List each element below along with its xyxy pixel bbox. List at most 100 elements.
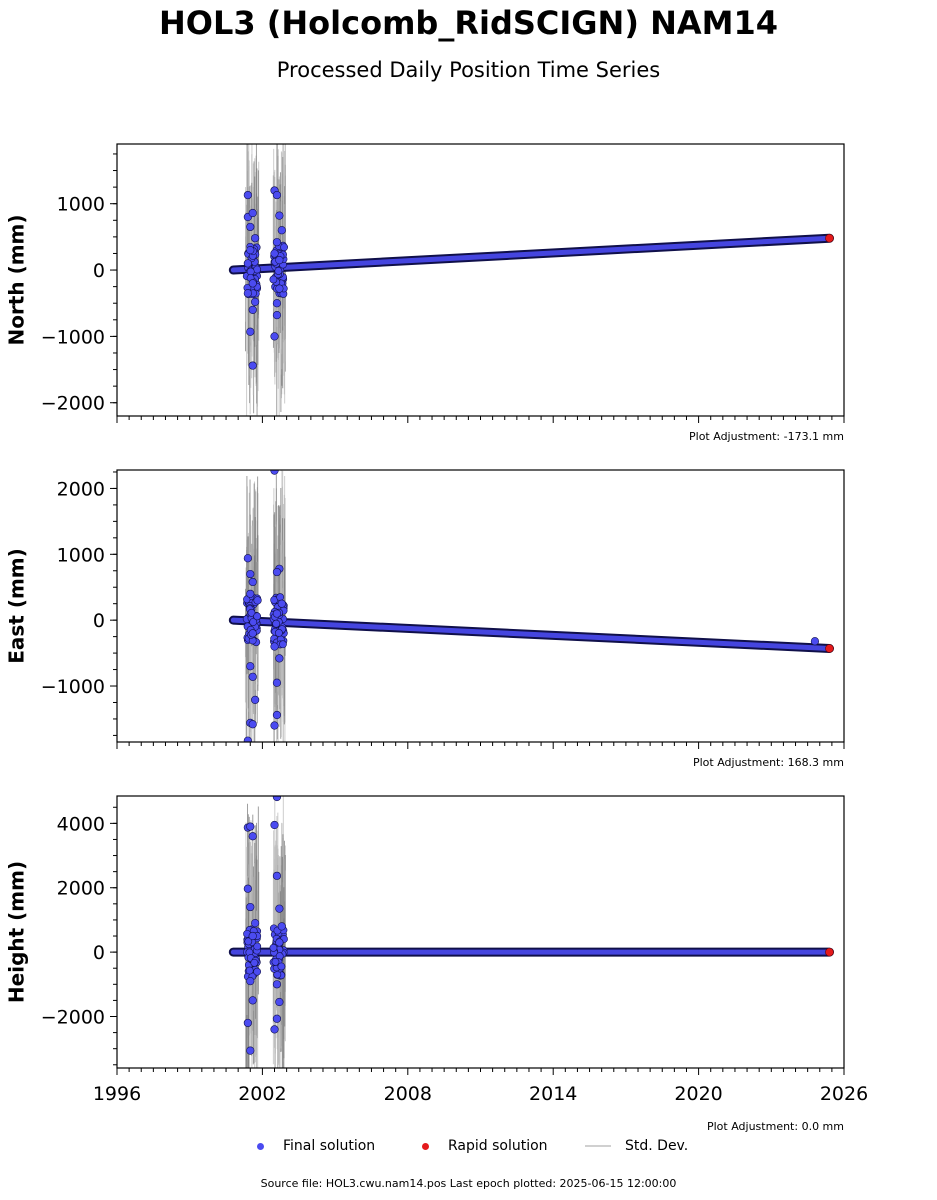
final-solution-point xyxy=(275,997,284,1007)
final-solution-point xyxy=(277,962,286,971)
rapid-solution-point xyxy=(825,233,834,243)
final-solution-point xyxy=(243,1018,252,1028)
legend-item-rapid: Rapid solution xyxy=(422,1138,548,1154)
final-solution-point xyxy=(277,599,286,608)
final-solution-point xyxy=(248,577,257,587)
x-tick-label: 1996 xyxy=(93,1083,141,1105)
final-solution-point xyxy=(248,279,257,288)
final-solution-point xyxy=(274,267,283,275)
final-solution-point xyxy=(243,884,252,893)
final-solution-point xyxy=(244,937,253,946)
final-solution-point xyxy=(275,211,284,220)
final-solution-point xyxy=(243,259,252,268)
final-solution-point xyxy=(270,642,279,651)
legend-rapid-label: Rapid solution xyxy=(448,1138,548,1154)
final-solution-point xyxy=(253,265,262,274)
final-solution-point xyxy=(269,943,278,952)
panel-2-plot-area xyxy=(228,796,834,1068)
final-solution-point xyxy=(279,640,287,649)
x-tick-label: 2014 xyxy=(529,1083,577,1105)
panel-2-frame xyxy=(116,795,845,1069)
final-solution-point xyxy=(275,629,283,637)
final-solution-point xyxy=(246,1046,255,1055)
final-solution-point xyxy=(270,820,279,830)
final-solution-point xyxy=(272,980,282,989)
legend-final-marker xyxy=(257,1142,264,1150)
final-solution-point xyxy=(250,958,259,967)
final-solution-point xyxy=(251,919,260,928)
final-solution-point xyxy=(248,361,257,370)
final-solution-point xyxy=(248,931,257,941)
final-solution-point xyxy=(272,238,282,247)
final-solution-point xyxy=(243,190,252,200)
final-solution-point xyxy=(272,1014,282,1023)
final-solution-point xyxy=(271,957,280,966)
final-solution-point xyxy=(275,284,284,293)
final-solution-point xyxy=(275,904,284,913)
final-solution-point xyxy=(251,234,260,243)
final-solution-point xyxy=(272,619,281,628)
plot-adjustment-note: Plot Adjustment: 168.3 mm xyxy=(693,756,844,769)
x-tick-label: 2026 xyxy=(820,1083,868,1105)
final-solution-point xyxy=(248,720,257,729)
plot-adjustment-note: Plot Adjustment: 0.0 mm xyxy=(707,1120,844,1133)
final-solution-point xyxy=(270,470,279,475)
final-solution-point xyxy=(275,255,284,265)
legend-stddev-label: Std. Dev. xyxy=(625,1138,689,1154)
final-solution-point xyxy=(243,289,252,298)
final-solution-point xyxy=(251,297,260,306)
y-tick-label: 2000 xyxy=(57,478,105,500)
final-solution-point xyxy=(810,637,820,646)
y-tick-label: −1000 xyxy=(41,676,105,698)
final-solution-point xyxy=(270,721,279,730)
final-solution-point xyxy=(246,589,255,598)
y-tick-label: 0 xyxy=(93,942,105,964)
final-solution-point xyxy=(249,618,258,626)
final-solution-point xyxy=(272,190,282,200)
final-solution-point xyxy=(272,567,282,577)
y-tick-label: 0 xyxy=(93,260,105,282)
y-tick-label: 4000 xyxy=(57,813,105,835)
final-solution-point xyxy=(272,871,282,880)
final-solution-point xyxy=(253,596,262,605)
y-tick-label: −1000 xyxy=(41,326,105,348)
y-tick-label: 1000 xyxy=(57,194,105,216)
final-solution-point xyxy=(251,695,260,704)
final-solution-point xyxy=(275,938,284,947)
x-tick-label: 2002 xyxy=(238,1083,286,1105)
final-solution-point xyxy=(253,612,262,621)
legend-final-label: Final solution xyxy=(283,1138,376,1154)
final-solution-point xyxy=(270,1025,279,1034)
panel-1-frame xyxy=(116,469,845,743)
final-solution-point xyxy=(246,976,255,986)
final-solution-point xyxy=(253,942,262,951)
final-solution-point xyxy=(246,662,255,671)
final-solution-point xyxy=(253,967,262,976)
panel-1-plot-area xyxy=(228,470,834,742)
legend: Final solution Rapid solution Std. Dev. xyxy=(0,1138,937,1158)
final-solution-point xyxy=(272,299,282,308)
final-solution-point xyxy=(248,672,257,681)
final-solution-point xyxy=(248,208,257,218)
final-solution-point xyxy=(272,609,282,618)
x-tick-label: 2008 xyxy=(384,1083,432,1105)
y-axis-label: Height (mm) xyxy=(5,861,29,1003)
source-footer: Source file: HOL3.cwu.nam14.pos Last epo… xyxy=(260,1177,677,1190)
final-solution-point xyxy=(248,996,257,1005)
rapid-solution-point xyxy=(825,947,834,957)
y-axis-label: East (mm) xyxy=(5,548,29,664)
final-solution-point xyxy=(280,243,288,252)
final-solution-point xyxy=(275,654,284,663)
final-solution-point xyxy=(272,311,282,320)
rapid-solution-point xyxy=(825,644,834,653)
final-solution-point xyxy=(248,832,257,841)
panel-0-plot-area xyxy=(228,144,834,416)
y-tick-label: 0 xyxy=(93,610,105,632)
final-solution-point xyxy=(246,569,255,579)
y-tick-label: 2000 xyxy=(57,878,105,900)
final-solution-point xyxy=(270,249,279,258)
legend-item-stddev: Std. Dev. xyxy=(585,1138,688,1154)
legend-stddev-marker xyxy=(585,1145,611,1147)
final-solution-point xyxy=(272,678,282,687)
